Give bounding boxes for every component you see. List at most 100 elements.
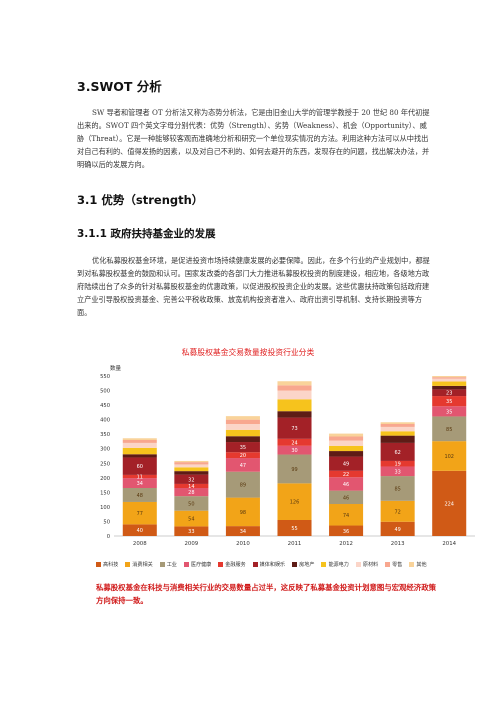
bar-segment xyxy=(432,416,467,442)
legend-item: 媒体和娱乐 xyxy=(252,561,285,568)
bar-segment xyxy=(277,385,312,391)
legend-item: 工业 xyxy=(159,561,177,568)
legend-swatch xyxy=(355,562,361,567)
section-title: 3.SWOT 分析 xyxy=(77,79,162,94)
bar-segment xyxy=(380,476,415,501)
bar-segment xyxy=(174,474,209,484)
y-tick-label: 250 xyxy=(100,461,110,467)
bar-segment xyxy=(174,510,209,527)
data-label: 40 xyxy=(137,528,143,534)
bar-segment xyxy=(380,466,415,477)
data-label: 98 xyxy=(240,510,246,516)
legend-swatch xyxy=(252,562,258,567)
legend-swatch xyxy=(183,562,189,567)
bar-segment xyxy=(174,460,209,463)
legend-swatch xyxy=(125,562,131,567)
data-label: 50 xyxy=(188,501,194,507)
bar-segment xyxy=(329,477,364,491)
y-tick-label: 100 xyxy=(100,505,110,511)
legend-label: 零售 xyxy=(392,562,403,568)
y-axis-label: 数量 xyxy=(110,364,122,372)
y-tick-label: 400 xyxy=(100,418,110,424)
bar-segment xyxy=(277,390,312,400)
y-tick-label: 0 xyxy=(107,534,110,540)
chart-caption: 私募股权基金在科技与消费相关行业的交易数量占过半，这反映了私募基金投资计划意图与… xyxy=(96,583,436,605)
data-label: 224 xyxy=(444,501,454,507)
legend-label: 消费相关 xyxy=(132,562,153,568)
bar-segment xyxy=(432,385,467,390)
x-tick-label: 2009 xyxy=(184,541,198,547)
legend-item: 高科技 xyxy=(96,561,118,568)
bar-segment xyxy=(225,452,260,459)
y-tick-label: 550 xyxy=(100,374,110,380)
bar-segment xyxy=(225,436,260,443)
bar-segment xyxy=(122,447,157,455)
data-label: 35 xyxy=(240,445,246,451)
bar-segment xyxy=(432,376,467,378)
data-label: 89 xyxy=(240,483,246,489)
data-label: 30 xyxy=(291,448,297,454)
y-tick-label: 450 xyxy=(100,403,110,409)
x-tick-label: 2010 xyxy=(236,541,250,547)
bar-segment xyxy=(329,445,364,452)
legend-label: 高科技 xyxy=(103,562,119,568)
stacked-bar-chart: 数量 0 50 100 150 200 250 300 350 400 450 500 550 2008 2… xyxy=(100,364,475,547)
bar-segment xyxy=(432,396,467,407)
data-label: 11 xyxy=(137,475,143,481)
bar-segment xyxy=(277,483,312,520)
data-label: 49 xyxy=(394,527,400,533)
bar-segment xyxy=(225,526,260,536)
bar-segment xyxy=(380,426,415,432)
data-label: 35 xyxy=(446,399,452,405)
bar-segment xyxy=(122,488,157,502)
legend-swatch xyxy=(321,562,327,567)
x-tick-label: 2012 xyxy=(339,541,353,547)
bar-segment xyxy=(225,442,260,453)
bar-segment xyxy=(432,378,467,382)
bar-segment xyxy=(174,467,209,472)
bar-segment xyxy=(225,497,260,527)
bar-segment xyxy=(277,445,312,455)
y-tick-label: 500 xyxy=(100,389,110,395)
data-label: 28 xyxy=(188,490,194,496)
bar-segment xyxy=(277,411,312,418)
bar-segment xyxy=(432,381,467,386)
x-tick-label: 2014 xyxy=(442,541,456,547)
legend-swatch xyxy=(218,562,224,567)
bar-segment xyxy=(432,377,467,379)
data-label: 49 xyxy=(343,462,349,468)
data-label: 46 xyxy=(343,482,349,488)
data-label: 102 xyxy=(444,454,454,460)
legend-item: 能源电力 xyxy=(321,561,349,568)
bar-segment xyxy=(329,440,364,446)
legend-label: 医疗健康 xyxy=(190,562,212,568)
data-label: 24 xyxy=(291,440,297,446)
x-tick-label: 2013 xyxy=(391,541,405,547)
bar-segment xyxy=(122,524,157,536)
data-label: 85 xyxy=(446,427,452,433)
bar-segment xyxy=(329,436,364,441)
data-label: 19 xyxy=(394,462,400,468)
data-label: 85 xyxy=(394,486,400,492)
data-label: 22 xyxy=(343,472,349,478)
data-label: 126 xyxy=(290,500,300,506)
bar-segment xyxy=(329,451,364,457)
bar-segment xyxy=(225,419,260,424)
data-label: 47 xyxy=(240,463,246,469)
bar-segment xyxy=(380,500,415,522)
data-label: 73 xyxy=(291,426,297,432)
data-label: 23 xyxy=(446,391,452,397)
bar-segment xyxy=(380,424,415,427)
data-label: 60 xyxy=(137,464,143,470)
bar-segment xyxy=(329,504,364,526)
data-label: 33 xyxy=(394,469,400,475)
legend-label: 原材料 xyxy=(362,562,379,568)
legend-label: 房地产 xyxy=(299,562,315,568)
bar-segment xyxy=(174,496,209,511)
data-label: 48 xyxy=(137,493,143,499)
bar-segment xyxy=(432,406,467,417)
data-label: 34 xyxy=(137,481,143,487)
data-label: 36 xyxy=(343,529,349,535)
bar-segment xyxy=(277,454,312,484)
